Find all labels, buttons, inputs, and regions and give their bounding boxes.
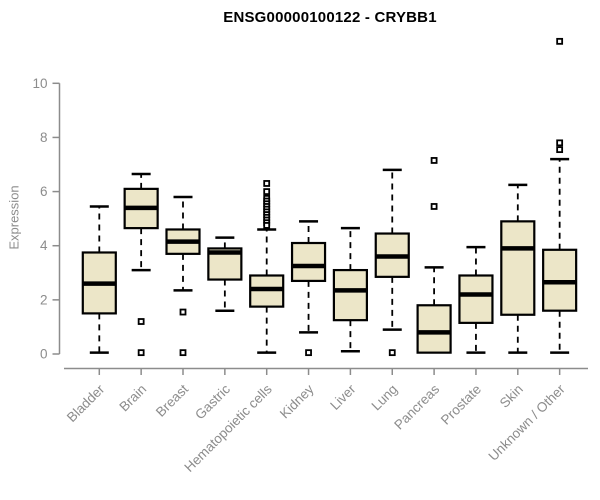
y-tick-label: 8 — [40, 130, 48, 145]
outlier-point — [179, 308, 187, 316]
y-tick-label: 6 — [40, 184, 48, 199]
x-category-label: Bladder — [64, 381, 108, 425]
outlier-point — [263, 222, 271, 229]
x-category-label: Skin — [497, 382, 526, 411]
y-tick-label: 4 — [40, 238, 48, 253]
outlier-point — [430, 203, 438, 210]
outlier-point — [263, 180, 271, 187]
y-tick-label: 0 — [40, 347, 48, 362]
x-category-label: Pancreas — [391, 381, 442, 432]
x-category-label: Breast — [153, 381, 191, 419]
box — [332, 268, 368, 322]
outlier-point — [556, 37, 564, 45]
outlier-point — [263, 188, 271, 195]
box — [458, 274, 494, 324]
x-category-label: Unknown / Other — [486, 381, 569, 464]
outlier-point — [179, 349, 187, 357]
chart-title: ENSG00000100122 - CRYBB1 — [223, 9, 437, 26]
outlier-point — [388, 349, 396, 357]
outlier-point — [137, 318, 145, 325]
x-category-label: Prostate — [438, 382, 484, 428]
box — [500, 220, 536, 316]
outlier-point — [556, 146, 564, 154]
x-category-label: Kidney — [277, 381, 317, 421]
box — [290, 241, 327, 283]
outlier-point — [305, 349, 312, 357]
box — [416, 304, 452, 354]
x-category-label: Lung — [369, 382, 401, 414]
x-category-label: Gastric — [192, 381, 233, 422]
outlier-point — [430, 157, 438, 164]
y-tick-label: 2 — [40, 292, 48, 307]
x-category-label: Brain — [116, 382, 149, 415]
outlier-point — [137, 349, 145, 357]
y-tick-label: 10 — [32, 76, 47, 91]
outlier-point — [556, 139, 564, 147]
x-category-label: Liver — [327, 381, 359, 413]
